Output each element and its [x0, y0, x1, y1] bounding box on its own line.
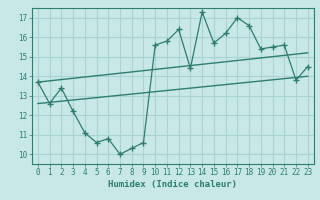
X-axis label: Humidex (Indice chaleur): Humidex (Indice chaleur) — [108, 180, 237, 189]
